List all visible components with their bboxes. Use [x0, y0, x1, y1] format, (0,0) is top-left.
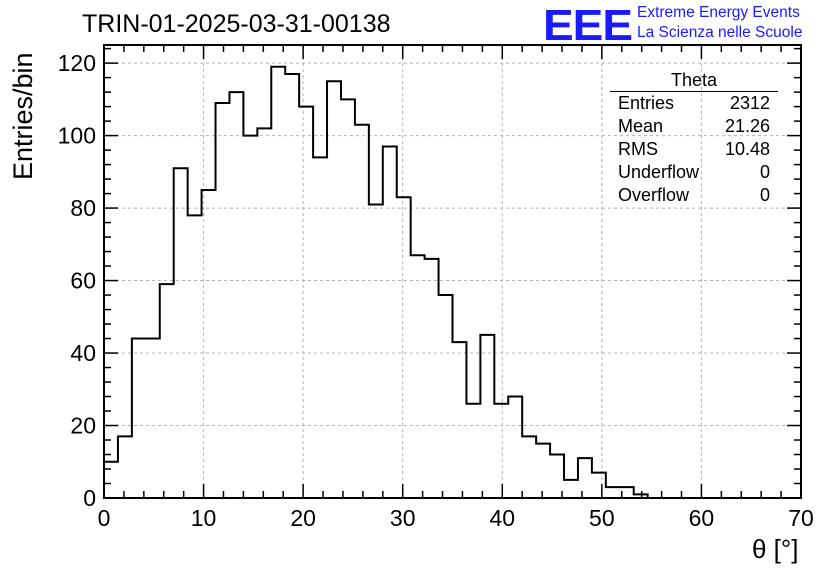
stats-label: Mean [618, 116, 664, 136]
stats-value: 21.26 [724, 116, 770, 136]
stats-value: 0 [759, 185, 770, 205]
histogram-bin [369, 204, 383, 498]
histogram-bin [439, 295, 453, 498]
histogram-bin [188, 215, 202, 498]
stats-label: Underflow [618, 162, 700, 182]
y-tick-label: 40 [70, 340, 96, 366]
histogram-bin [118, 436, 132, 498]
histogram-bin [480, 335, 494, 498]
histogram-bin [411, 255, 425, 498]
x-tick-label: 0 [98, 505, 111, 531]
x-tick-label: 70 [788, 505, 814, 531]
logo-caption: Extreme Energy Events La Scienza nelle S… [637, 3, 802, 43]
stats-row-mean: Mean 21.26 [610, 115, 778, 138]
histogram-bin [564, 480, 578, 498]
histogram-bin [536, 444, 550, 498]
logo-caption-line1: Extreme Energy Events [637, 4, 800, 21]
stats-label: RMS [618, 139, 658, 159]
y-tick-label: 60 [70, 268, 96, 294]
stats-row-rms: RMS 10.48 [610, 138, 778, 161]
histogram-bin [313, 157, 327, 498]
histogram-bin [271, 67, 285, 498]
y-tick-label: 120 [58, 50, 96, 76]
y-axis-label: Entries/bin [8, 52, 38, 180]
stats-box-title: Theta [610, 70, 778, 92]
y-tick-label: 20 [70, 413, 96, 439]
histogram-bin [453, 342, 467, 498]
stats-value: 10.48 [724, 139, 770, 159]
histogram-bin [243, 136, 257, 498]
stats-value: 2312 [729, 93, 770, 113]
x-axis-label: θ [°] [752, 534, 799, 564]
x-tick-label: 60 [689, 505, 715, 531]
y-tick-label: 0 [83, 485, 96, 511]
histogram-bin [104, 462, 118, 498]
histogram-bin [397, 197, 411, 498]
logo-caption-line2: La Scienza nelle Scuole [637, 24, 803, 41]
histogram-bin [508, 397, 522, 498]
stats-row-entries: Entries 2312 [610, 92, 778, 115]
histogram-bin [383, 146, 397, 498]
histogram-bin [202, 190, 216, 498]
histogram-bin [216, 103, 230, 498]
x-tick-label: 30 [390, 505, 416, 531]
stats-box: Theta Entries 2312 Mean 21.26 RMS 10.48 … [610, 70, 778, 207]
histogram-bin [299, 107, 313, 498]
histogram-bin [229, 92, 243, 498]
histogram-bin [341, 99, 355, 498]
y-tick-label: 80 [70, 195, 96, 221]
histogram-bin [425, 259, 439, 498]
histogram-bin [132, 339, 146, 498]
histogram-bin [355, 125, 369, 498]
x-tick-label: 20 [290, 505, 316, 531]
histogram-bin [146, 339, 160, 498]
x-tick-label: 10 [191, 505, 217, 531]
plot-title: TRIN-01-2025-03-31-00138 [82, 10, 391, 38]
histogram-bin [466, 404, 480, 498]
histogram-bin [578, 458, 592, 498]
histogram-bin [592, 473, 606, 498]
stats-label: Entries [618, 93, 675, 113]
histogram-bin [494, 404, 508, 498]
histogram-bin [285, 74, 299, 498]
histogram-bin [174, 168, 188, 498]
plot-frame [103, 44, 802, 499]
eee-logo: EEE [543, 0, 633, 50]
x-tick-label: 40 [489, 505, 515, 531]
stats-value: 0 [759, 162, 770, 182]
stats-row-overflow: Overflow 0 [610, 184, 778, 207]
histogram-bin [522, 436, 536, 498]
histogram-bin [606, 487, 620, 498]
x-tick-label: 50 [589, 505, 615, 531]
histogram-outline [104, 65, 801, 499]
stats-label: Overflow [618, 185, 690, 205]
histogram-bin [160, 284, 174, 498]
histogram-bin [327, 81, 341, 498]
y-tick-label: 100 [58, 123, 96, 149]
histogram-bin [257, 128, 271, 498]
stats-row-underflow: Underflow 0 [610, 161, 778, 184]
